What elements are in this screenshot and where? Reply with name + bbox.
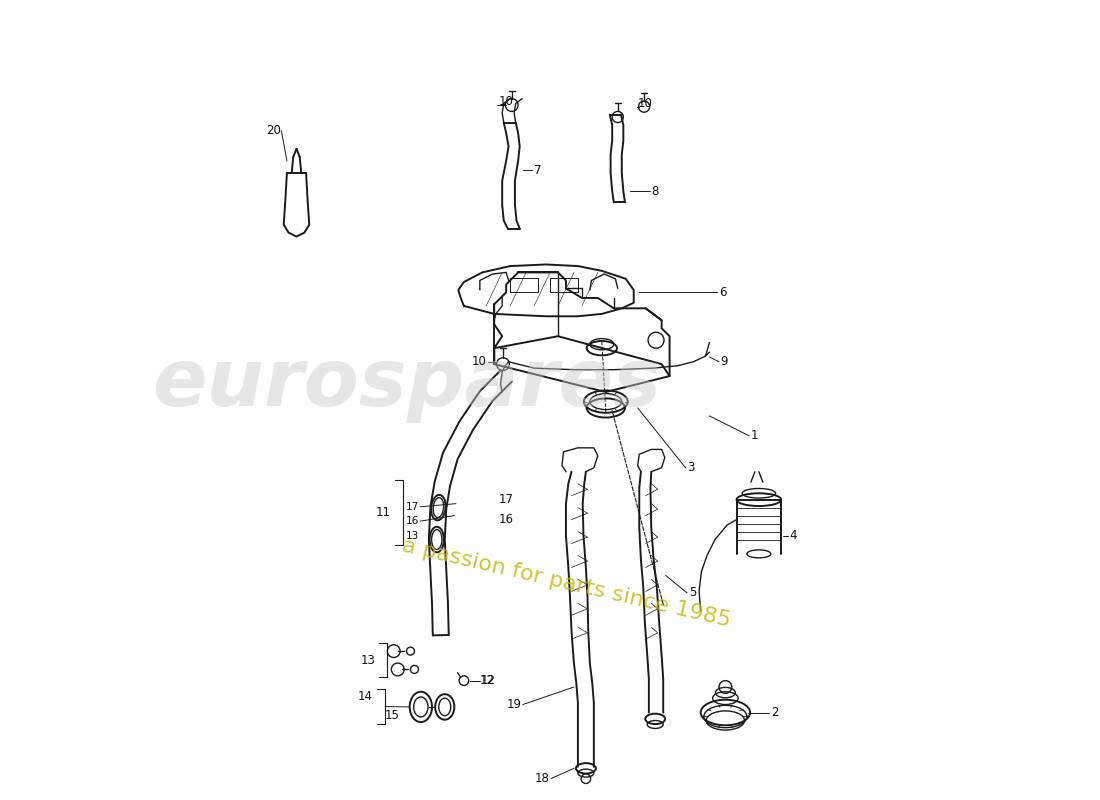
Bar: [550, 278, 578, 292]
Text: eurospares: eurospares: [152, 345, 661, 423]
Text: 10: 10: [638, 97, 652, 110]
Text: 10: 10: [471, 355, 486, 368]
Text: 19: 19: [507, 698, 522, 711]
Text: 3: 3: [688, 462, 694, 474]
Text: 13: 13: [361, 654, 375, 666]
Text: 13: 13: [406, 530, 419, 541]
Text: a passion for parts since 1985: a passion for parts since 1985: [399, 536, 733, 631]
Text: 8: 8: [651, 185, 659, 198]
Text: 18: 18: [535, 772, 550, 785]
Text: 9: 9: [720, 355, 728, 368]
Text: 2: 2: [771, 706, 779, 719]
Text: 4: 4: [789, 529, 796, 542]
Text: 10: 10: [498, 94, 513, 107]
Text: 20: 20: [266, 124, 280, 137]
Bar: [510, 278, 538, 292]
Text: 1: 1: [751, 430, 758, 442]
Text: 15: 15: [385, 709, 400, 722]
Text: 7: 7: [535, 164, 541, 177]
Text: 14: 14: [358, 690, 373, 703]
Text: 11: 11: [375, 506, 390, 519]
Text: 16: 16: [498, 513, 514, 526]
Text: 5: 5: [689, 586, 696, 599]
Text: 16: 16: [406, 516, 419, 526]
Text: 17: 17: [406, 502, 419, 512]
Text: 12: 12: [480, 674, 495, 687]
Text: 6: 6: [719, 286, 726, 299]
Text: 17: 17: [498, 493, 514, 506]
Text: 12: 12: [481, 674, 496, 687]
